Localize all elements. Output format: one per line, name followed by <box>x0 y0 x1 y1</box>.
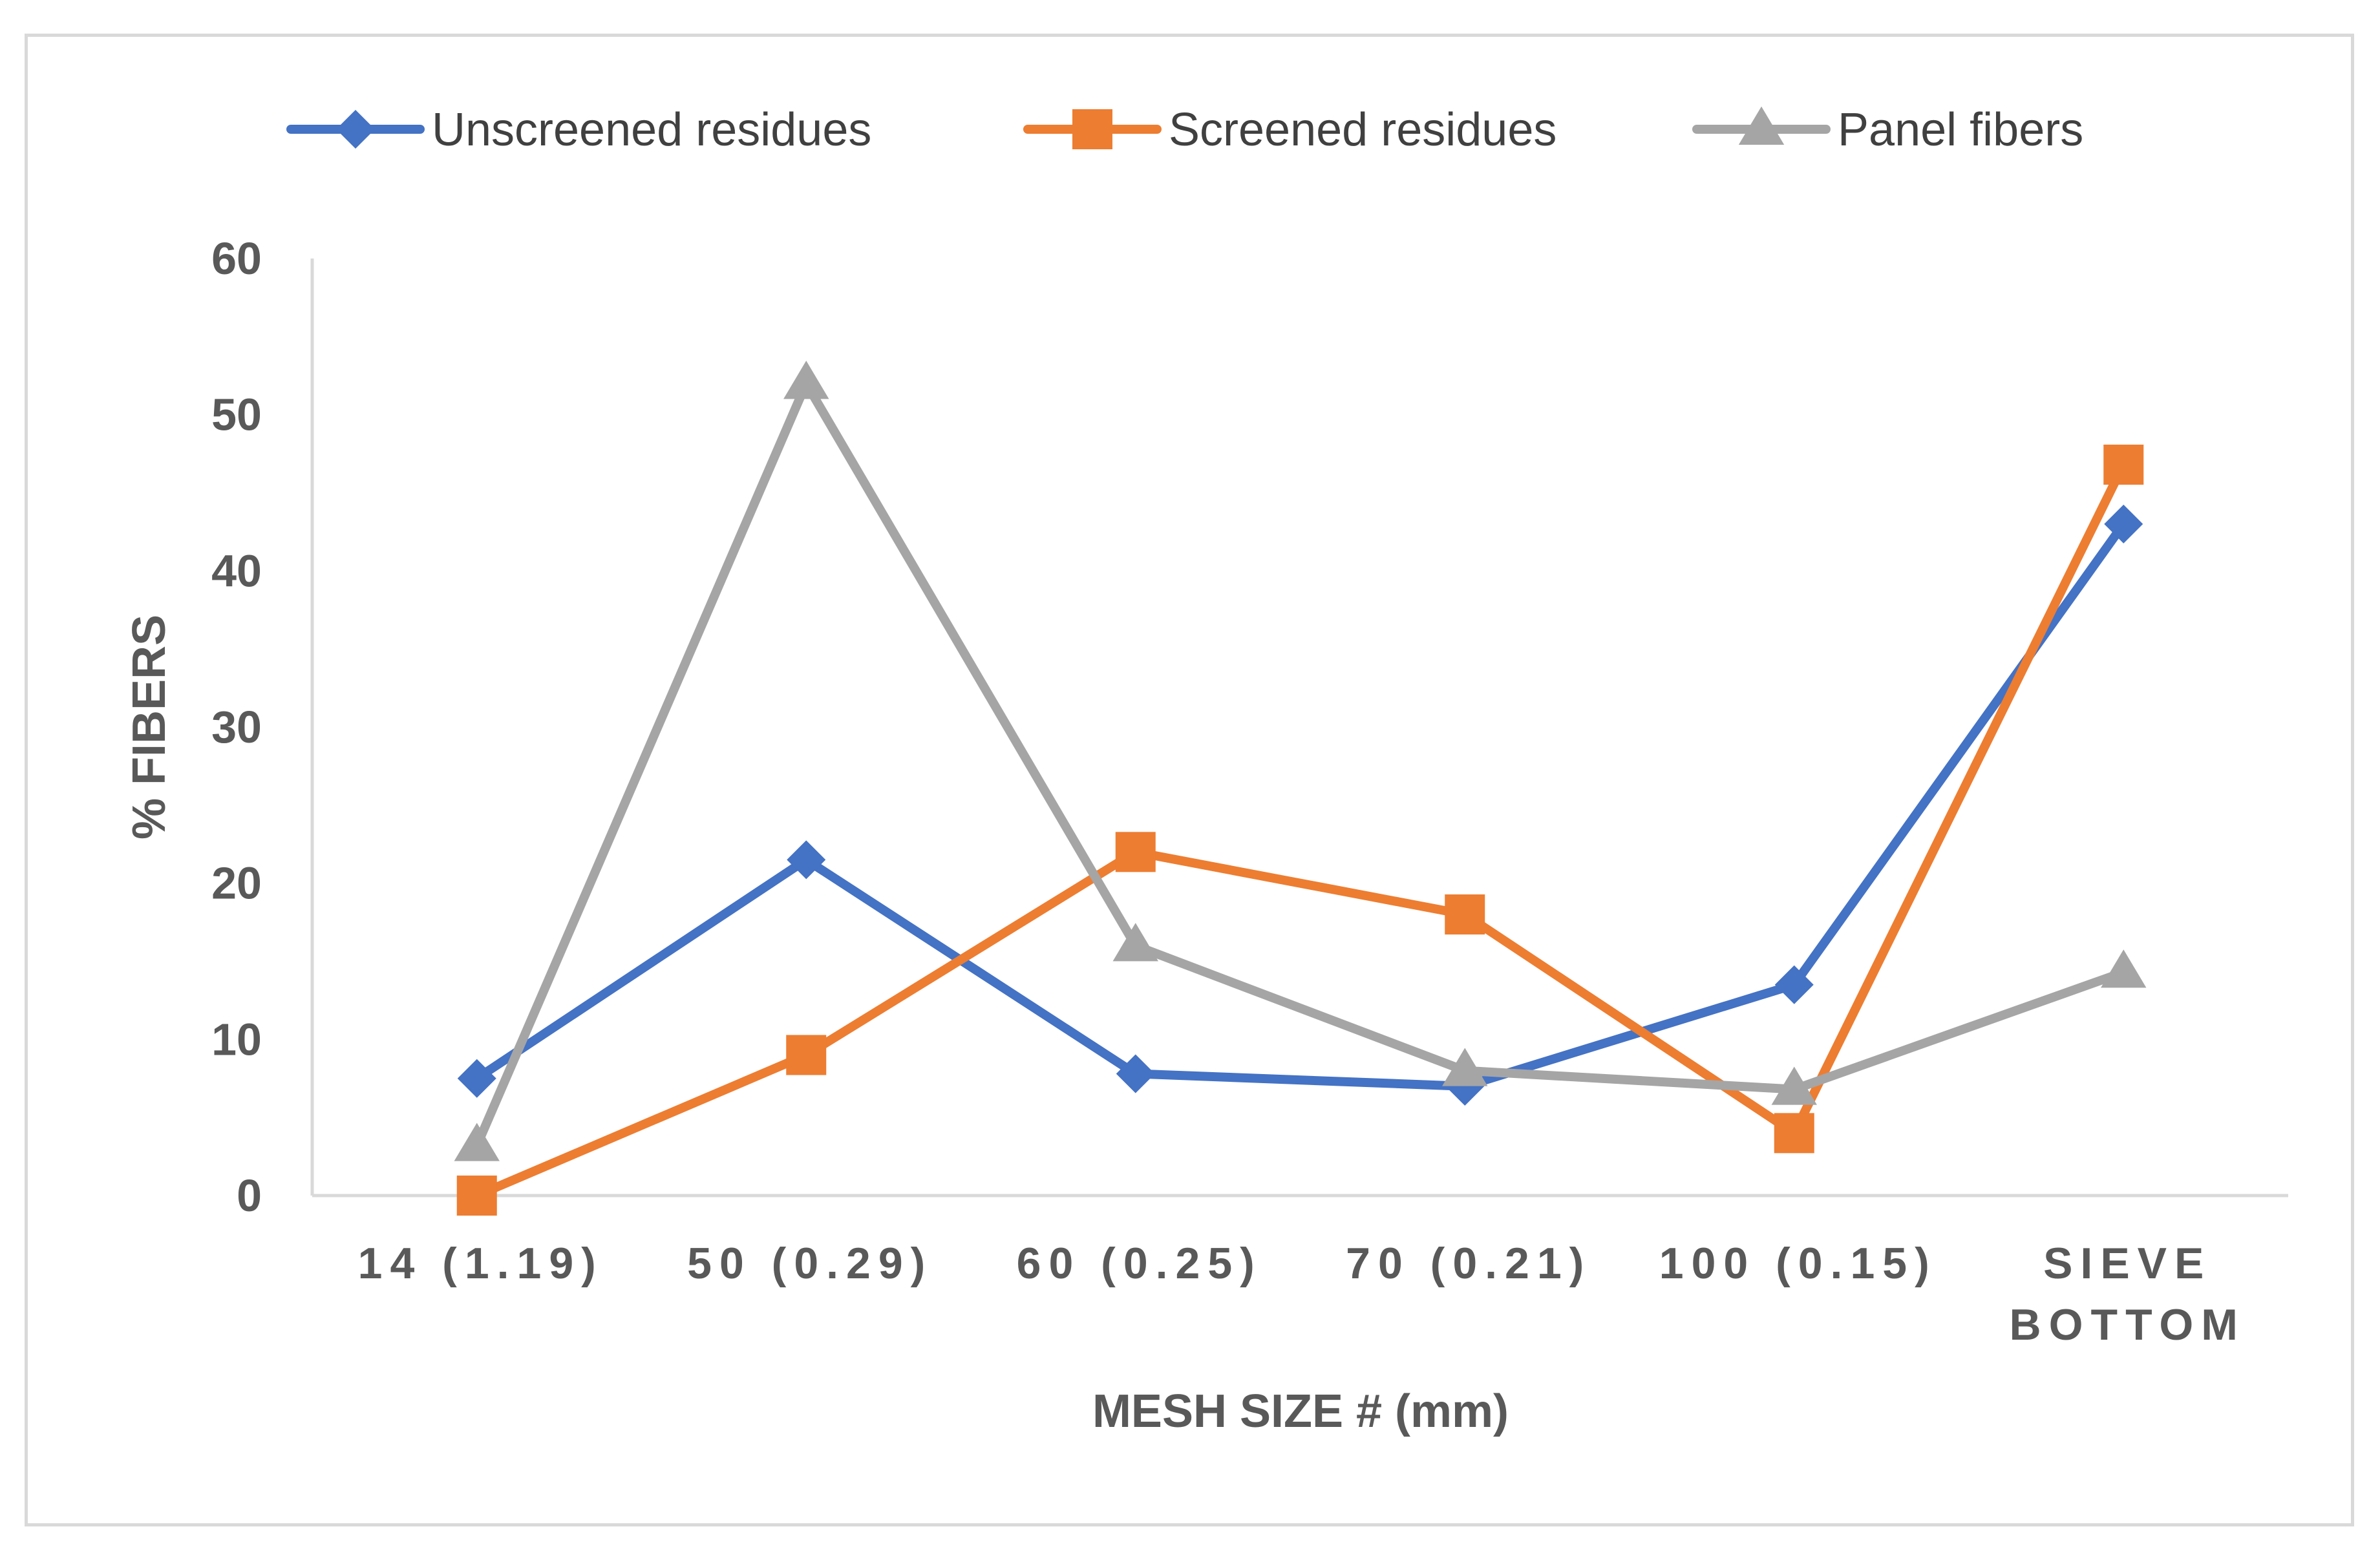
panel-fibers-point <box>1442 1048 1488 1086</box>
legend-unscreened-residues-point <box>336 110 375 149</box>
legend-item-screened-residues: Screened residues <box>1023 104 1557 156</box>
y-axis-title: % FIBERS <box>123 615 175 839</box>
y-tick-label: 0 <box>237 1170 262 1221</box>
unscreened-residues-point <box>1774 965 1814 1004</box>
unscreened-residues-point <box>457 1059 496 1098</box>
panel-fibers-point <box>783 361 829 399</box>
screened-residues-point <box>1774 1113 1814 1154</box>
legend-panel-fibers-point <box>1738 106 1785 145</box>
y-tick-label: 20 <box>211 858 262 909</box>
legend-item-panel-fibers: Panel fibers <box>1692 104 2083 156</box>
screened-residues-point <box>2103 445 2144 485</box>
x-tick-label: 14 (1.19) <box>358 1239 604 1288</box>
x-tick-label: 70 (0.21) <box>1346 1239 1591 1288</box>
unscreened-residues-point <box>2104 504 2143 544</box>
x-tick-label: SIEVE <box>2043 1239 2211 1288</box>
legend-item-unscreened-residues: Unscreened residues <box>286 104 871 156</box>
y-tick-label: 60 <box>211 233 262 284</box>
screened-residues-line <box>472 460 2129 1200</box>
panel-fibers-line <box>472 379 2129 1150</box>
panel-fibers-point <box>1112 923 1158 962</box>
x-tick-label: 100 (0.15) <box>1659 1239 1937 1288</box>
screened-residues-point <box>1115 832 1156 872</box>
legend-label: Screened residues <box>1169 104 1557 156</box>
y-tick-label: 40 <box>211 545 262 596</box>
y-tick-label: 50 <box>211 390 262 440</box>
x-tick-labels: 14 (1.19) 50 (0.29) 60 (0.25) 70 (0.21) 100 … <box>358 1239 2246 1349</box>
x-tick-label: 60 (0.25) <box>1017 1239 1262 1288</box>
unscreened-residues-line <box>472 519 2129 1091</box>
y-tick-label: 30 <box>211 702 262 752</box>
unscreened-residues-point <box>1116 1054 1155 1093</box>
y-tick-label: 10 <box>211 1014 262 1064</box>
x-tick-label: 50 (0.29) <box>687 1239 933 1288</box>
panel-fibers-point <box>2101 949 2147 988</box>
legend-label: Panel fibers <box>1838 104 2083 156</box>
series-lines <box>472 379 2129 1200</box>
legend: Unscreened residues Screened residues Pane… <box>286 104 2083 156</box>
screened-residues-point <box>1445 894 1485 934</box>
screened-residues-point <box>786 1035 827 1075</box>
y-tick-labels: 0 10 20 30 40 50 60 <box>211 233 262 1221</box>
x-tick-label: BOTTOM <box>2010 1300 2246 1349</box>
screened-residues-point <box>456 1176 497 1216</box>
axes <box>310 259 2288 1198</box>
panel-fibers-point <box>1771 1066 1817 1105</box>
legend-screened-residues-point <box>1072 109 1112 149</box>
panel-fibers-point <box>454 1123 500 1161</box>
x-axis-title: MESH SIZE # (mm) <box>1092 1386 1509 1437</box>
series-markers <box>454 361 2147 1216</box>
legend-label: Unscreened residues <box>432 104 871 156</box>
unscreened-residues-point <box>787 840 826 880</box>
